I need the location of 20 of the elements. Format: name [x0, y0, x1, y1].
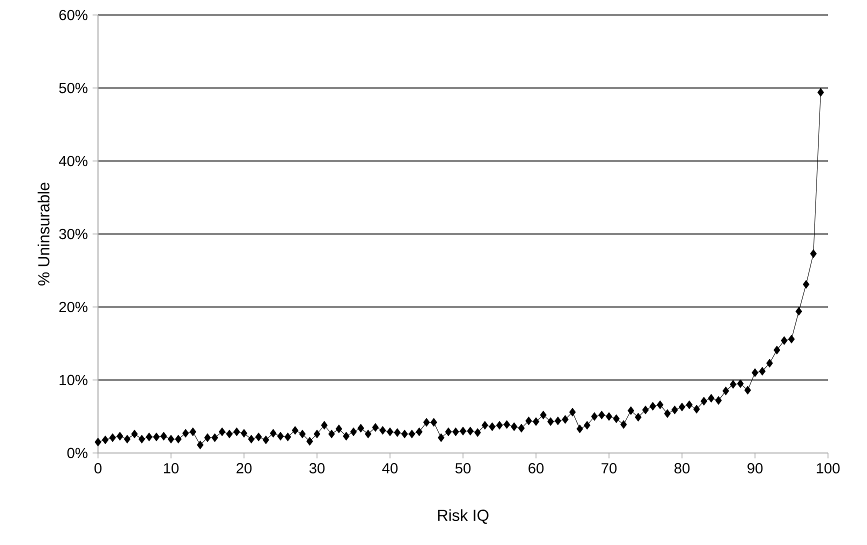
x-tick-label: 100 — [816, 463, 840, 474]
x-tick-label: 20 — [236, 463, 252, 474]
y-tick-label: 20% — [59, 302, 88, 312]
x-tick-label: 10 — [164, 463, 179, 474]
x-tick-label: 50 — [455, 463, 471, 474]
y-tick-label: 0% — [67, 448, 88, 458]
x-tick-label: 40 — [382, 463, 398, 474]
y-axis-title: % Uninsurable — [38, 182, 50, 286]
y-tick-label: 10% — [60, 374, 88, 386]
x-tick-label: 90 — [748, 463, 763, 474]
x-tick-label: 80 — [674, 463, 690, 474]
y-tick-label: 50% — [59, 82, 88, 94]
y-tick-label: 60% — [59, 10, 88, 20]
y-tick-label: 30% — [59, 228, 88, 240]
x-tick-label: 60 — [528, 463, 544, 474]
x-tick-label: 70 — [602, 463, 617, 474]
y-tick-label: 40% — [58, 156, 88, 166]
x-axis-title: Risk IQ — [438, 509, 488, 524]
x-tick-label: 0 — [94, 463, 102, 474]
x-tick-label: 30 — [309, 463, 325, 474]
